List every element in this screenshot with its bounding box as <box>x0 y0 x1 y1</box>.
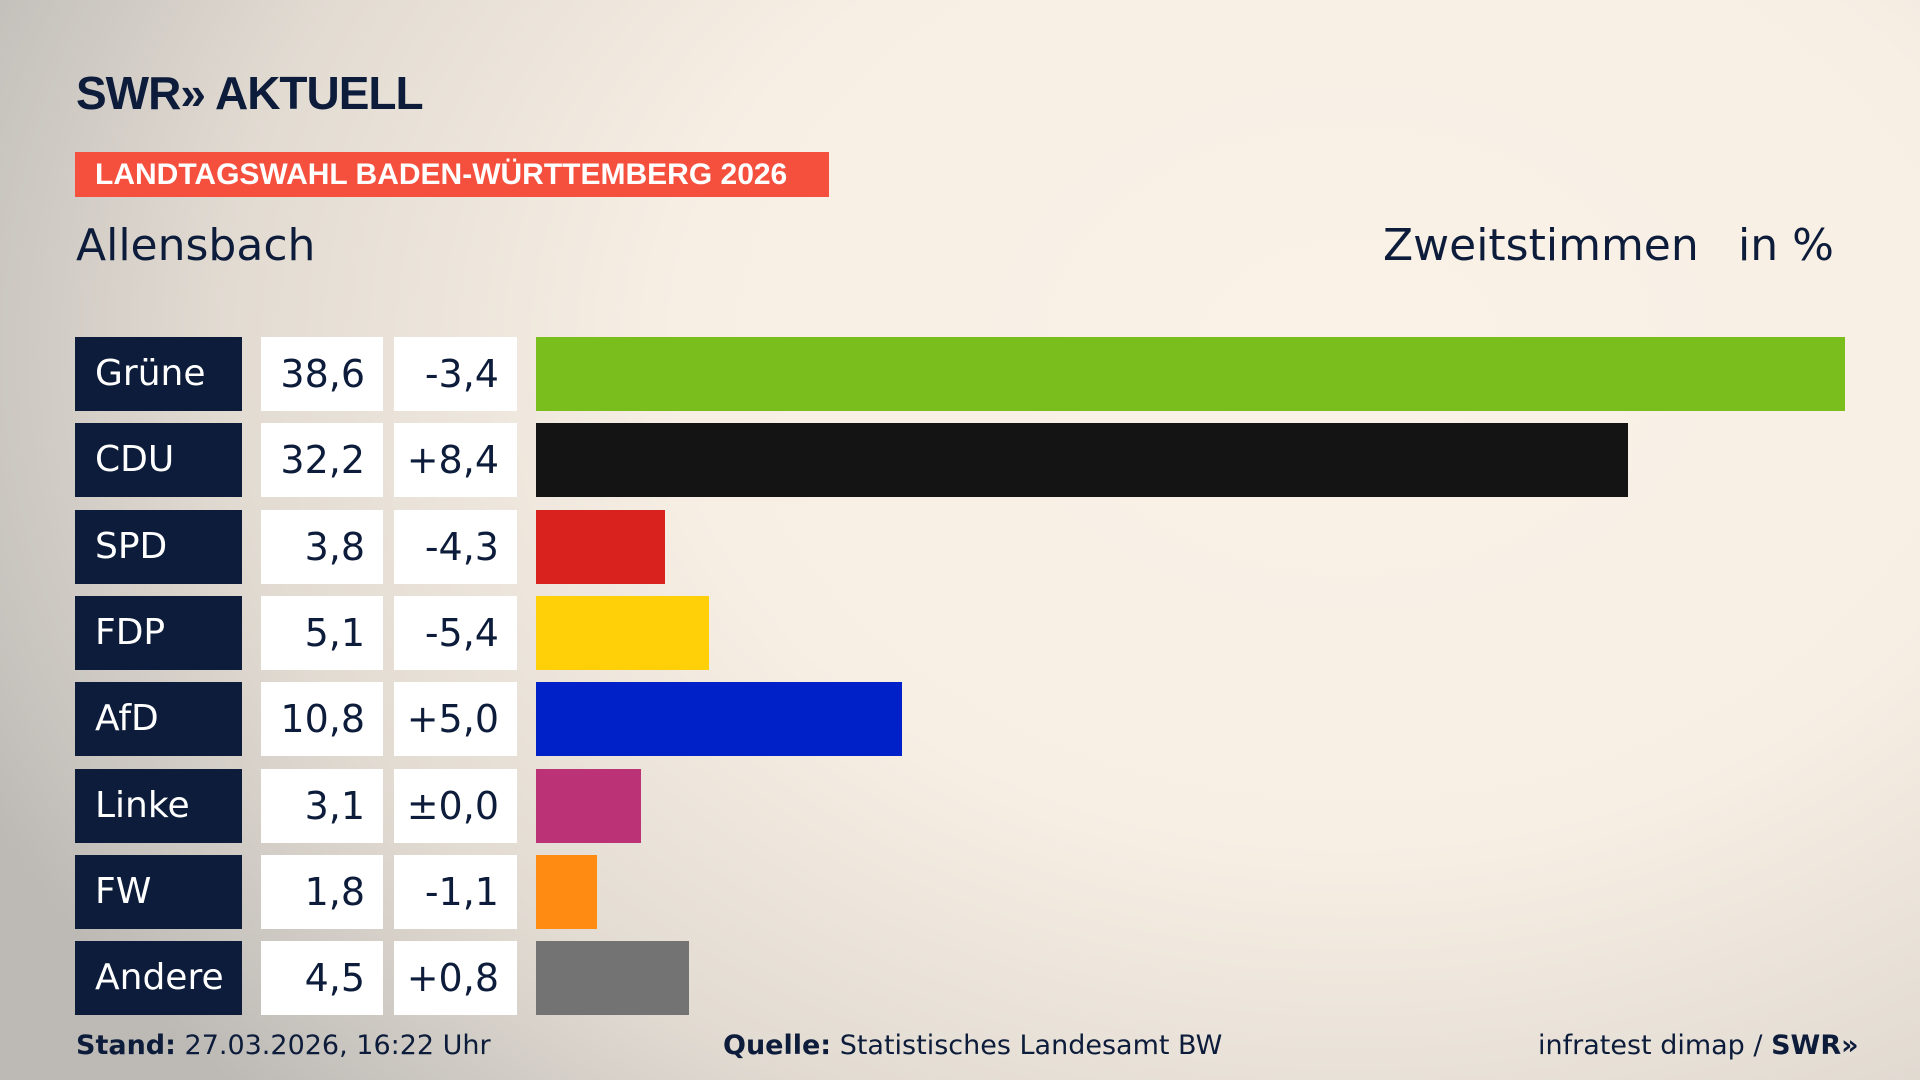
unit-label: in % <box>1738 220 1834 271</box>
diff-label: +0,8 <box>394 941 517 1016</box>
swr-logo: SWR» <box>1771 1030 1859 1061</box>
bar <box>536 509 665 584</box>
value-label: 3,1 <box>261 768 383 843</box>
diff-label: -5,4 <box>394 595 517 670</box>
value-label: 10,8 <box>261 682 383 757</box>
bar <box>536 941 689 1016</box>
bar <box>536 768 642 843</box>
bar <box>536 595 709 670</box>
diff-label: -3,4 <box>394 337 517 411</box>
party-label: AfD <box>75 682 242 757</box>
diff-label: +8,4 <box>394 423 517 498</box>
source-value: Statistisches Landesamt BW <box>839 1030 1223 1061</box>
diff-label: ±0,0 <box>394 768 517 843</box>
stand-label: Stand: <box>76 1030 176 1061</box>
source: Quelle: Statistisches Landesamt BW <box>723 1030 1222 1061</box>
diff-label: +5,0 <box>394 682 517 757</box>
value-label: 5,1 <box>261 595 383 670</box>
party-label: Andere <box>75 941 242 1016</box>
party-label: Linke <box>75 768 242 843</box>
bar <box>536 337 1845 411</box>
diff-label: -1,1 <box>394 854 517 929</box>
bar <box>536 682 903 757</box>
value-label: 32,2 <box>261 423 383 498</box>
region-title: Allensbach <box>76 220 316 271</box>
credit: infratest dimap / SWR» <box>1538 1030 1859 1061</box>
party-label: SPD <box>75 509 242 584</box>
party-label: FDP <box>75 595 242 670</box>
bar <box>536 423 1628 498</box>
party-label: CDU <box>75 423 242 498</box>
value-label: 38,6 <box>261 337 383 411</box>
timestamp: Stand: 27.03.2026, 16:22 Uhr <box>76 1030 491 1061</box>
stand-value: 27.03.2026, 16:22 Uhr <box>184 1030 491 1061</box>
measure-label: Zweitstimmen <box>1383 220 1699 271</box>
value-label: 1,8 <box>261 854 383 929</box>
election-banner: LANDTAGSWAHL BADEN-WÜRTTEMBERG 2026 <box>75 152 829 197</box>
source-label: Quelle: <box>723 1030 832 1061</box>
credit-text: infratest dimap / <box>1538 1030 1772 1061</box>
bar <box>536 854 598 929</box>
value-label: 3,8 <box>261 509 383 584</box>
diff-label: -4,3 <box>394 509 517 584</box>
value-label: 4,5 <box>261 941 383 1016</box>
party-label: Grüne <box>75 337 242 411</box>
swr-aktuell-logo: SWR» AKTUELL <box>76 67 424 119</box>
party-label: FW <box>75 854 242 929</box>
